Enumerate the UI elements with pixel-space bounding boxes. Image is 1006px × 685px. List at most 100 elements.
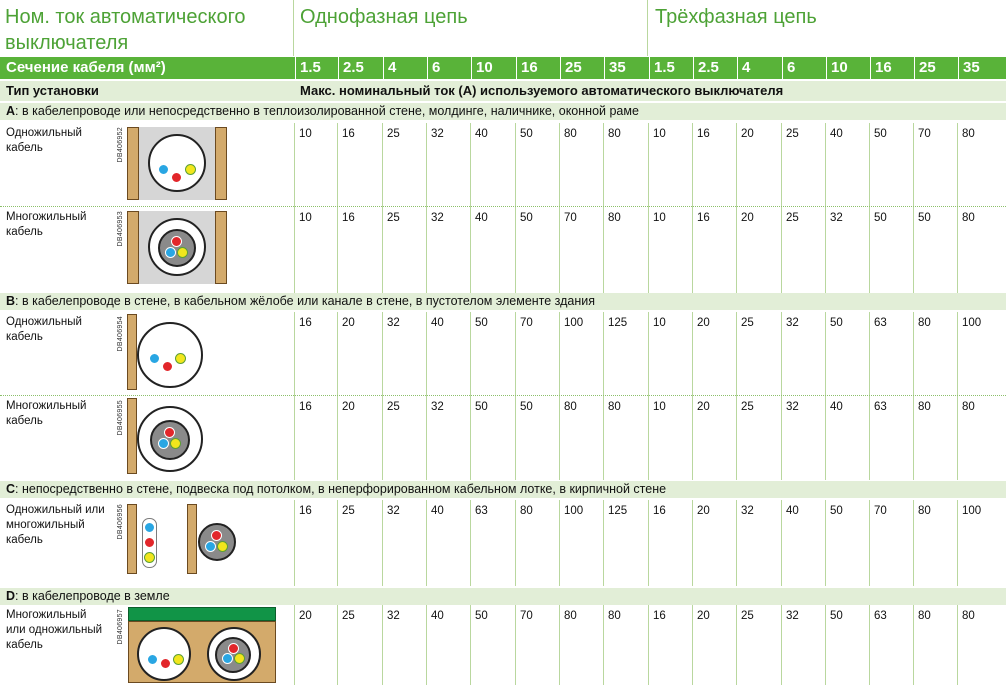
column-divider — [648, 396, 649, 480]
blue-conductor-icon — [158, 164, 169, 175]
column-divider — [337, 312, 338, 396]
install-method-letter: A — [6, 104, 16, 118]
current-value-cell: 50 — [874, 212, 887, 224]
current-value-cell: 16 — [299, 505, 312, 517]
wall-icon — [215, 127, 227, 200]
column-divider — [781, 605, 782, 685]
row-divider — [0, 395, 1006, 396]
yellow-conductor-icon — [234, 653, 245, 664]
cable-type-label: Многожильный кабель — [6, 400, 87, 427]
column-divider — [470, 605, 471, 685]
cable-size-header: 35 — [958, 57, 1006, 79]
cable-type-label: Многожильный или одножильный кабель — [6, 609, 103, 651]
current-value-cell: 125 — [608, 505, 628, 517]
installation-diagram-icon — [125, 123, 285, 207]
column-divider — [957, 500, 958, 586]
diagram-reference-code: DB406956 — [117, 504, 124, 540]
current-value-cell: 25 — [741, 317, 754, 329]
column-divider — [337, 605, 338, 685]
cable-size-header: 1.5 — [649, 57, 693, 79]
cable-size-header: 2.5 — [693, 57, 737, 79]
column-divider — [781, 207, 782, 293]
current-value-cell: 70 — [564, 212, 577, 224]
wall-icon — [187, 504, 197, 574]
yellow-conductor-icon — [144, 552, 155, 563]
cable-section-label: Сечение кабеля (мм²) — [6, 59, 166, 76]
red-conductor-icon — [144, 537, 155, 548]
installation-diagram-icon — [125, 396, 285, 480]
current-value-cell: 32 — [431, 128, 444, 140]
column-divider — [692, 500, 693, 586]
red-conductor-icon — [162, 361, 173, 372]
current-value-cell: 80 — [608, 212, 621, 224]
red-conductor-icon — [228, 643, 239, 654]
current-value-cell: 25 — [786, 128, 799, 140]
current-value-cell: 40 — [786, 505, 799, 517]
installation-diagram-icon — [125, 312, 285, 396]
current-value-cell: 80 — [962, 401, 975, 413]
cable-section-bar: Сечение кабеля (мм²) 1.5 2.5 4 6 10 16 25 35 1.5… — [0, 57, 1006, 79]
current-value-cell: 100 — [962, 317, 982, 329]
column-divider — [337, 207, 338, 293]
blue-conductor-icon — [158, 438, 169, 449]
current-value-cell: 20 — [741, 128, 754, 140]
current-value-cell: 63 — [874, 317, 887, 329]
column-divider — [515, 207, 516, 293]
cable-size-header: 35 — [604, 57, 649, 79]
current-value-cell: 32 — [387, 610, 400, 622]
single-phase-title: Однофазная цепь — [300, 6, 468, 28]
column-divider — [294, 123, 295, 207]
column-divider — [957, 396, 958, 480]
installation-diagram-icon — [125, 500, 285, 586]
column-divider — [294, 396, 295, 480]
column-divider — [913, 207, 914, 293]
cable-type-label: Одножильный или многожильный кабель — [6, 504, 105, 546]
red-conductor-icon — [211, 530, 222, 541]
blue-conductor-icon — [147, 654, 158, 665]
column-divider — [913, 605, 914, 685]
current-value-cell: 50 — [520, 212, 533, 224]
current-value-cell: 63 — [874, 401, 887, 413]
column-divider — [426, 207, 427, 293]
install-method-description: : непосредственно в стене, подвеска под … — [15, 482, 667, 496]
column-divider — [781, 500, 782, 586]
current-value-cell: 80 — [918, 401, 931, 413]
column-divider — [382, 605, 383, 685]
conduit-icon — [148, 134, 206, 192]
current-value-cell: 70 — [520, 610, 533, 622]
column-divider — [957, 123, 958, 207]
diagram-reference-code: DB406953 — [117, 211, 124, 247]
current-value-cell: 10 — [653, 401, 666, 413]
column-divider — [603, 500, 604, 586]
current-value-cell: 80 — [608, 128, 621, 140]
max-current-label: Макс. номинальный ток (A) используемого … — [300, 83, 784, 98]
column-divider — [692, 396, 693, 480]
cable-size-header: 4 — [383, 57, 427, 79]
column-divider — [648, 123, 649, 207]
current-value-cell: 40 — [475, 128, 488, 140]
current-value-cell: 25 — [741, 401, 754, 413]
current-value-cell: 80 — [918, 505, 931, 517]
column-divider — [382, 312, 383, 396]
header-divider — [647, 0, 648, 56]
column-divider — [781, 312, 782, 396]
current-value-cell: 25 — [741, 610, 754, 622]
column-divider — [470, 312, 471, 396]
install-method-description: : в кабелепроводе в земле — [15, 589, 170, 603]
current-value-cell: 10 — [653, 317, 666, 329]
current-value-cell: 50 — [830, 317, 843, 329]
current-value-cell: 40 — [431, 317, 444, 329]
diagram-reference-code: DB406952 — [117, 127, 124, 163]
current-value-cell: 25 — [342, 505, 355, 517]
current-value-cell: 100 — [564, 505, 584, 517]
column-divider — [470, 207, 471, 293]
install-method-letter: C — [6, 482, 16, 496]
current-value-cell: 25 — [786, 212, 799, 224]
column-divider — [382, 500, 383, 586]
current-value-cell: 80 — [918, 317, 931, 329]
current-value-cell: 100 — [564, 317, 584, 329]
current-value-cell: 80 — [962, 610, 975, 622]
install-method-description: : в кабелепроводе или непосредственно в … — [15, 104, 639, 118]
installation-diagram-icon — [125, 605, 285, 685]
current-value-cell: 40 — [431, 505, 444, 517]
